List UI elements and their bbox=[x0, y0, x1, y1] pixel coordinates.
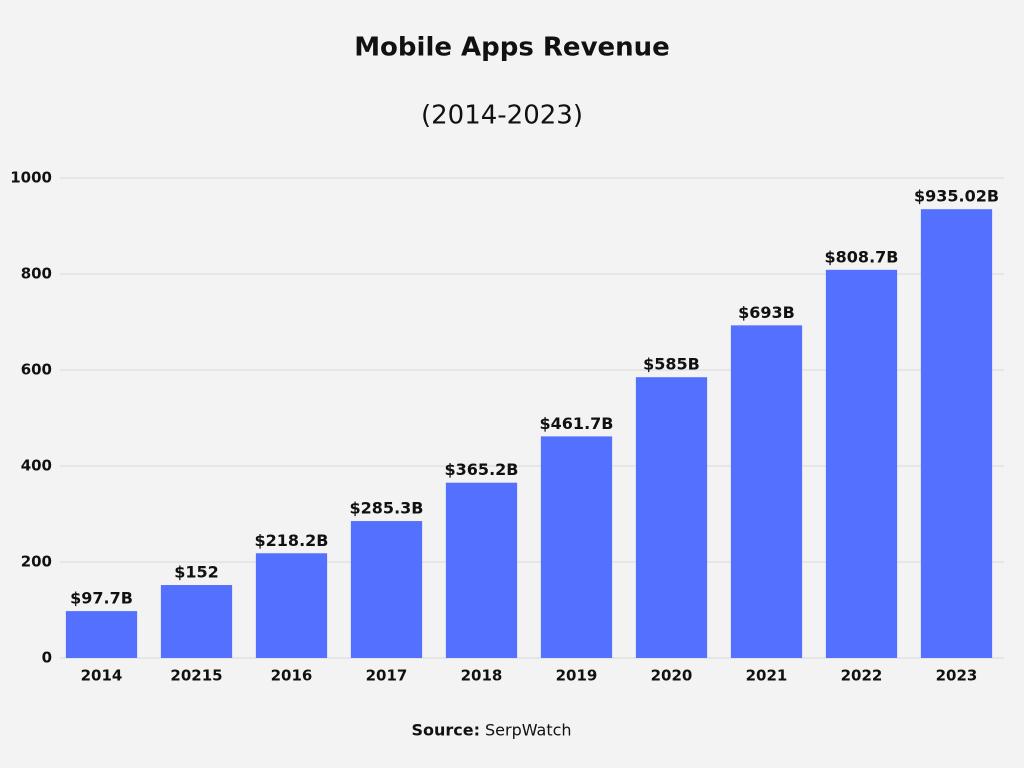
bar bbox=[445, 482, 518, 658]
value-label: $461.7B bbox=[540, 414, 614, 433]
y-tick-label: 0 bbox=[42, 649, 52, 667]
bar bbox=[350, 521, 423, 658]
x-tick-label: 2018 bbox=[461, 667, 503, 685]
x-tick-label: 2016 bbox=[271, 667, 313, 685]
value-label: $585B bbox=[643, 355, 700, 374]
x-tick-label: 2019 bbox=[556, 667, 598, 685]
chart-title: Mobile Apps Revenue bbox=[354, 33, 670, 63]
x-tick-label: 2022 bbox=[841, 667, 883, 685]
source-label: Source: bbox=[411, 721, 480, 740]
bar bbox=[65, 611, 138, 658]
value-label: $365.2B bbox=[445, 460, 519, 479]
bar bbox=[255, 553, 328, 658]
bar bbox=[920, 209, 993, 658]
y-tick-label: 600 bbox=[21, 361, 52, 379]
bar bbox=[160, 585, 233, 658]
value-label: $285.3B bbox=[350, 499, 424, 518]
bar bbox=[540, 436, 613, 658]
x-tick-label: 2020 bbox=[651, 667, 693, 685]
value-label: $808.7B bbox=[825, 247, 899, 266]
value-label: $693B bbox=[738, 303, 795, 322]
value-label: $152 bbox=[174, 563, 219, 582]
x-tick-label: 2014 bbox=[81, 667, 123, 685]
y-tick-label: 1000 bbox=[10, 169, 52, 187]
chart-subtitle: (2014-2023) bbox=[421, 101, 583, 131]
y-tick-label: 200 bbox=[21, 553, 52, 571]
bar bbox=[635, 377, 708, 658]
y-tick-label: 800 bbox=[21, 265, 52, 283]
value-label: $97.7B bbox=[70, 589, 133, 608]
value-label: $218.2B bbox=[255, 531, 329, 550]
x-tick-label: 20215 bbox=[170, 667, 222, 685]
y-tick-label: 400 bbox=[21, 457, 52, 475]
x-tick-label: 2017 bbox=[366, 667, 408, 685]
x-tick-label: 2021 bbox=[746, 667, 788, 685]
bar bbox=[825, 269, 898, 658]
source: SerpWatch bbox=[485, 721, 572, 740]
x-tick-label: 2023 bbox=[936, 667, 978, 685]
bar bbox=[730, 325, 803, 658]
value-label: $935.02B bbox=[914, 187, 999, 206]
